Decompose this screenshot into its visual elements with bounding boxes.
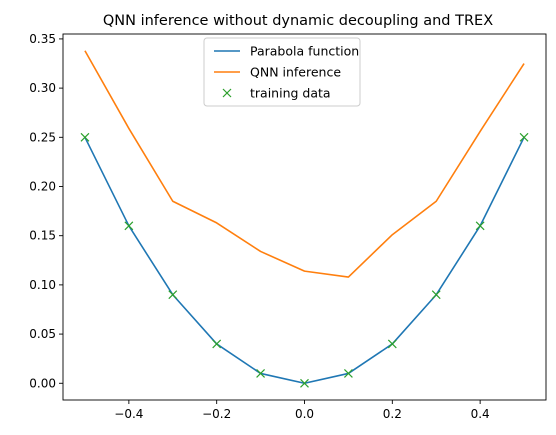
- marker-stroke: [431, 290, 441, 300]
- legend: Parabola function QNN inference training d…: [203, 37, 361, 107]
- data-point-training-data: [387, 339, 397, 349]
- marker-stroke: [343, 369, 353, 378]
- marker-stroke: [387, 339, 397, 349]
- legend-item-parabola-function: Parabola function: [214, 44, 359, 59]
- x-tick-label: −0.2: [202, 407, 231, 421]
- data-point-training-data: [343, 369, 353, 378]
- data-point-training-data: [256, 369, 266, 378]
- series-line-parabola-function: [84, 136, 525, 385]
- x-tick-label: −0.4: [114, 407, 143, 421]
- data-point-training-data: [475, 221, 485, 231]
- marker-stroke: [519, 132, 529, 142]
- marker-stroke: [300, 378, 309, 388]
- data-point-training-data: [431, 290, 441, 300]
- data-point-training-data: [124, 221, 134, 231]
- y-tick-label: 0.35: [29, 32, 56, 46]
- x-tick-label: 0.4: [471, 407, 490, 421]
- y-tick-label: 0.15: [29, 229, 56, 243]
- data-point-training-data: [80, 132, 90, 142]
- series-line-qnn-inference: [84, 50, 525, 278]
- legend-swatch: [222, 88, 232, 98]
- legend-item-training-data: training data: [222, 86, 331, 101]
- legend-label: Parabola function: [250, 44, 359, 59]
- marker-stroke: [256, 369, 266, 378]
- y-tick-label: 0.00: [29, 376, 56, 390]
- data-point-training-data: [168, 290, 178, 300]
- legend-label: QNN inference: [250, 65, 341, 80]
- legend-label: training data: [250, 86, 331, 101]
- y-tick-label: 0.20: [29, 180, 56, 194]
- data-point-training-data: [212, 339, 222, 349]
- marker-stroke: [212, 339, 222, 349]
- legend-item-qnn-inference: QNN inference: [214, 65, 341, 80]
- data-point-training-data: [300, 378, 309, 388]
- legend-box: [203, 37, 361, 107]
- x-tick-label: 0.0: [295, 407, 314, 421]
- y-tick-label: 0.25: [29, 130, 56, 144]
- x-tick-label: 0.2: [383, 407, 402, 421]
- y-tick-label: 0.05: [29, 327, 56, 341]
- data-point-training-data: [519, 132, 529, 142]
- y-tick-label: 0.30: [29, 81, 56, 95]
- marker-stroke: [168, 290, 178, 300]
- marker-stroke: [475, 221, 485, 231]
- plot-area: −0.4 −0.2 0.0 0.2 0.4 0.00 0.05 0.10 0.15 0.20 0.2…: [29, 32, 547, 421]
- y-tick-label: 0.10: [29, 278, 56, 292]
- marker-stroke: [80, 132, 90, 142]
- chart-title: QNN inference without dynamic decoupling…: [103, 13, 493, 29]
- marker-stroke: [124, 221, 134, 231]
